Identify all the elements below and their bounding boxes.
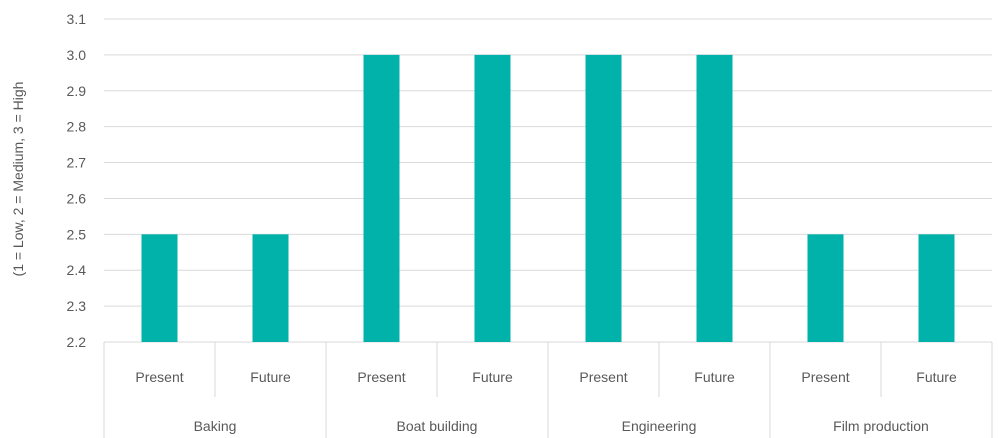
- x-group-label: Baking: [194, 418, 237, 434]
- x-category-label: Future: [472, 369, 513, 385]
- y-axis-ticks: 2.2 2.3 2.4 2.5 2.6 2.7 2.8 2.9 3.0 3.1: [67, 11, 87, 350]
- y-axis-title: (1 = Low, 2 = Medium, 3 = High: [10, 82, 26, 277]
- x-category-label: Present: [135, 369, 183, 385]
- y-tick-label: 3.0: [67, 47, 87, 63]
- bar: [807, 234, 844, 342]
- bar: [585, 54, 622, 343]
- y-tick-label: 2.2: [67, 334, 87, 350]
- y-tick-label: 2.6: [67, 190, 87, 206]
- x-category-label: Future: [916, 369, 957, 385]
- x-axis-categories: Present Future Present Future Present Future P…: [103, 342, 993, 438]
- bar: [474, 54, 511, 343]
- x-category-label: Present: [579, 369, 627, 385]
- x-category-label: Present: [801, 369, 849, 385]
- y-tick-label: 3.1: [67, 11, 87, 27]
- bar: [141, 234, 178, 342]
- x-group-label: Boat building: [397, 418, 478, 434]
- y-tick-label: 2.5: [67, 226, 87, 242]
- bar: [363, 54, 400, 343]
- y-tick-label: 2.7: [67, 155, 87, 171]
- y-tick-label: 2.3: [67, 298, 87, 314]
- bar: [696, 54, 733, 343]
- x-category-label: Future: [250, 369, 291, 385]
- bar: [252, 234, 289, 342]
- x-category-label: Present: [357, 369, 405, 385]
- bars: [141, 54, 955, 343]
- y-tick-label: 2.8: [67, 119, 87, 135]
- gridlines: [104, 18, 992, 343]
- y-tick-label: 2.4: [67, 262, 87, 278]
- y-tick-label: 2.9: [67, 83, 87, 99]
- bar: [918, 234, 955, 342]
- x-group-label: Film production: [833, 418, 929, 434]
- x-category-label: Future: [694, 369, 735, 385]
- x-group-label: Engineering: [622, 418, 697, 434]
